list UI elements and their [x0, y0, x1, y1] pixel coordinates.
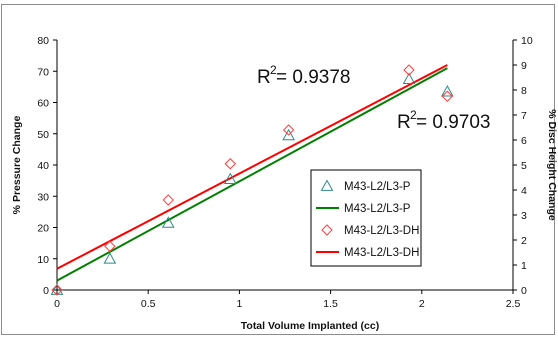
legend-entry: M43-L2/L3-DH: [316, 247, 419, 259]
y-tick-label: 50: [37, 129, 49, 141]
r-squared-exponent: 2: [410, 108, 417, 122]
x-tick-label: 2: [419, 298, 425, 310]
y2-tick-label: 4: [521, 185, 527, 197]
y-tick-label: 20: [37, 223, 49, 235]
r-squared-value: = 0.9703: [416, 112, 491, 133]
data-point-m43-l2-l3-dh: [282, 124, 295, 136]
legend-triangle-swatch: [320, 179, 334, 191]
trendline-m43-l2-l3-dh: [56, 64, 448, 270]
y-tick-label: 30: [37, 191, 49, 203]
y-tick-label: 40: [37, 160, 49, 172]
y2-tick-label: 7: [521, 110, 527, 122]
y-tick-label: 70: [37, 66, 49, 78]
r-squared-exponent: 2: [270, 63, 277, 77]
legend-label: M43-L2/L3-P: [344, 181, 411, 193]
y2-tick-label: 1: [521, 260, 527, 272]
y-tick-label: 10: [37, 254, 49, 266]
r-squared-value: = 0.9378: [276, 67, 351, 88]
legend-entry: M43-L2/L3-P: [316, 203, 411, 215]
legend-box: [310, 169, 422, 267]
y2-tick-label: 2: [521, 235, 527, 247]
legend-label: M43-L2/L3-DH: [344, 225, 419, 237]
data-point-m43-l2-l3-dh: [224, 158, 236, 170]
trendline-m43-l2-l3-p: [56, 67, 448, 282]
y-tick-label: 60: [37, 98, 49, 110]
data-point-m43-l2-l3-dh: [403, 64, 415, 76]
series-layer: [50, 64, 454, 296]
data-point-m43-l2-l3-p: [103, 252, 117, 264]
y2-tick-label: 8: [521, 85, 527, 97]
x-tick-label: 0.5: [141, 298, 156, 310]
tick-layer: 0 0.5 1 1.5 2 2.50102030405060708001234567891…: [37, 35, 533, 310]
x-tick-label: 1.5: [323, 298, 338, 310]
y2-tick-label: 6: [521, 135, 527, 147]
y2-axis-title: % Disc Height Change: [546, 109, 558, 221]
y2-tick-label: 5: [521, 160, 527, 172]
y2-tick-label: 0: [521, 285, 527, 297]
y-axis-title: % Pressure Change: [11, 116, 23, 215]
legend-label: M43-L2/L3-P: [344, 203, 411, 215]
data-point-m43-l2-l3-dh: [51, 284, 63, 296]
data-point-m43-l2-l3-dh: [441, 90, 454, 102]
y-tick-label: 0: [43, 285, 49, 297]
data-point-m43-l2-l3-p: [402, 72, 416, 84]
legend-entry: M43-L2/L3-DH: [321, 224, 419, 237]
x-tick-label: 1: [236, 298, 242, 310]
r-squared-label: R: [397, 112, 411, 133]
x-tick-label: 2.5: [506, 298, 521, 310]
legend: M43-L2/L3-P M43-L2/L3-P M43-L2/L3-DH M43-L2…: [310, 169, 422, 267]
r-squared-label: R: [257, 67, 271, 88]
y2-tick-label: 3: [521, 210, 527, 222]
x-tick-label: 0: [54, 298, 60, 310]
data-point-m43-l2-l3-p: [161, 216, 175, 228]
y-tick-label: 80: [37, 35, 49, 47]
data-point-m43-l2-l3-dh: [162, 194, 174, 206]
legend-diamond-swatch: [321, 224, 333, 236]
legend-label: M43-L2/L3-DH: [344, 247, 419, 259]
data-point-m43-l2-l3-p: [440, 85, 454, 97]
y2-tick-label: 9: [521, 60, 527, 72]
data-point-m43-l2-l3-p: [282, 128, 295, 141]
x-axis-title: Total Volume Implanted (cc): [241, 320, 379, 332]
data-point-m43-l2-l3-p: [223, 172, 237, 184]
y2-tick-label: 10: [521, 35, 533, 47]
data-point-m43-l2-l3-dh: [104, 240, 116, 252]
legend-entry: M43-L2/L3-P: [320, 179, 411, 193]
